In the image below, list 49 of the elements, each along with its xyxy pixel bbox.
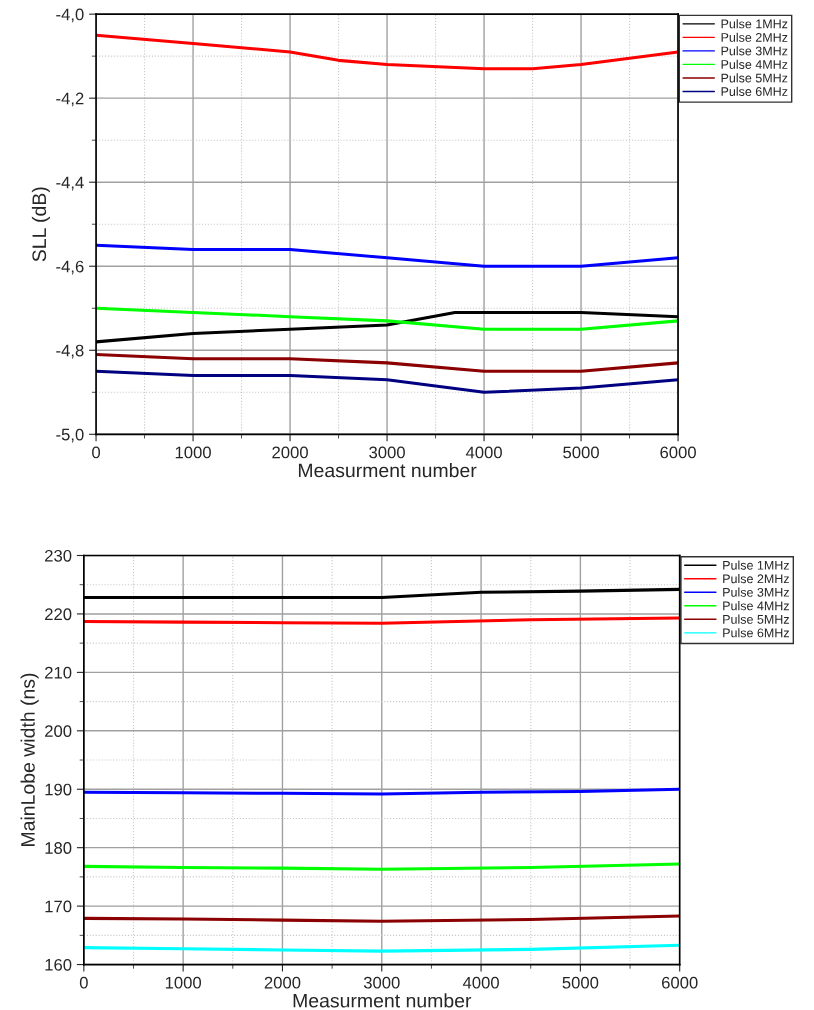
y-tick-label: 210 bbox=[45, 666, 72, 679]
y-axis-title: SLL (dB) bbox=[31, 187, 50, 262]
legend-label: Pulse 4MHz bbox=[723, 601, 789, 611]
y-tick-label: 190 bbox=[45, 783, 72, 796]
y-tick-label: -4,6 bbox=[56, 260, 84, 275]
x-tick-label: 5000 bbox=[562, 976, 599, 989]
line-series bbox=[96, 369, 679, 394]
legend-label: Pulse 4MHz bbox=[721, 59, 788, 69]
x-tick-label: 3000 bbox=[363, 976, 400, 989]
x-axis-title: Measurment number bbox=[293, 993, 472, 1008]
y-tick-label: -4,8 bbox=[56, 344, 84, 359]
x-tick-label: 2000 bbox=[264, 976, 301, 989]
x-tick-label: 5000 bbox=[563, 446, 599, 459]
x-tick-label: 1000 bbox=[165, 976, 202, 989]
x-tick-label: 1000 bbox=[175, 446, 211, 459]
x-tick-label: 0 bbox=[79, 976, 88, 989]
y-tick-label: 170 bbox=[45, 900, 72, 913]
legend-label: Pulse 1MHz bbox=[721, 19, 788, 29]
y-tick-label: -4,2 bbox=[56, 92, 84, 107]
line-series bbox=[96, 306, 679, 331]
legend-label: Pulse 6MHz bbox=[721, 86, 788, 96]
y-tick-label: 230 bbox=[45, 549, 72, 562]
legend-label: Pulse 3MHz bbox=[721, 46, 788, 56]
legend-label: Pulse 1MHz bbox=[723, 560, 789, 570]
y-tick-label: 160 bbox=[45, 958, 72, 971]
line-series bbox=[96, 352, 679, 373]
legend-label: Pulse 6MHz bbox=[723, 628, 789, 638]
legend-label: Pulse 5MHz bbox=[721, 73, 788, 83]
x-tick-label: 4000 bbox=[465, 446, 502, 459]
x-tick-label: 6000 bbox=[660, 446, 696, 459]
x-tick-label: 3000 bbox=[369, 446, 405, 459]
legend-label: Pulse 5MHz bbox=[723, 614, 789, 624]
legend-label: Pulse 2MHz bbox=[723, 574, 789, 584]
line-series bbox=[96, 33, 679, 71]
y-axis-title: MainLobe width (ns) bbox=[20, 673, 39, 846]
legend-label: Pulse 2MHz bbox=[721, 32, 788, 42]
y-tick-label: 200 bbox=[45, 725, 72, 738]
y-tick-label: 180 bbox=[45, 842, 72, 854]
y-tick-label: -5,0 bbox=[56, 428, 84, 443]
y-tick-label: -4,0 bbox=[56, 8, 84, 23]
x-tick-label: 2000 bbox=[272, 446, 308, 459]
line-series bbox=[96, 243, 679, 268]
x-axis-title: Measurment number bbox=[298, 463, 477, 478]
x-tick-label: 0 bbox=[92, 446, 101, 459]
legend-label: Pulse 3MHz bbox=[723, 587, 789, 597]
y-tick-label: 220 bbox=[45, 608, 72, 621]
x-tick-label: 6000 bbox=[662, 976, 698, 989]
y-tick-label: -4,4 bbox=[56, 176, 84, 191]
x-tick-label: 4000 bbox=[462, 976, 499, 989]
